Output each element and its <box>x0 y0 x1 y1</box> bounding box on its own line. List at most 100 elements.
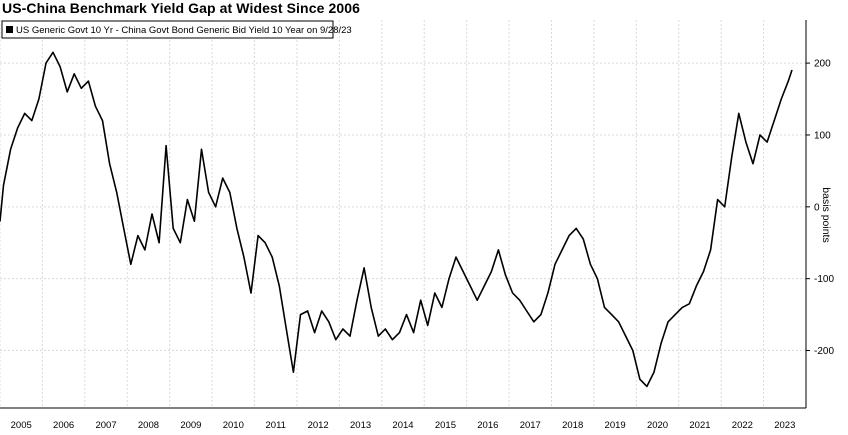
data-point <box>314 332 316 334</box>
data-point <box>476 299 478 301</box>
x-tick-label: 2020 <box>647 420 668 431</box>
data-point <box>773 120 775 122</box>
data-point <box>342 328 344 330</box>
data-point <box>24 112 26 114</box>
data-point <box>724 206 726 208</box>
data-point <box>695 285 698 287</box>
data-point <box>413 332 415 334</box>
data-point <box>391 339 393 341</box>
data-point <box>363 267 365 269</box>
data-point <box>702 270 705 273</box>
data-point <box>618 321 620 323</box>
data-point <box>144 249 146 251</box>
data-point <box>151 213 153 215</box>
data-point <box>278 285 280 287</box>
data-point <box>667 321 669 323</box>
series-line <box>0 51 793 388</box>
data-point <box>101 120 104 122</box>
data-point <box>10 148 12 150</box>
legend-box <box>1 20 334 39</box>
data-point <box>752 163 754 165</box>
data-point <box>377 335 379 337</box>
data-point <box>405 314 408 316</box>
y-axis: 200 100 0 -100 -200 <box>805 20 834 408</box>
data-point <box>646 385 648 387</box>
data-point <box>264 242 266 244</box>
data-point <box>568 235 570 237</box>
data-point <box>285 328 287 330</box>
data-point <box>731 155 733 158</box>
x-tick-label: 2010 <box>223 420 244 431</box>
data-point <box>335 339 337 341</box>
x-tick-label: 2016 <box>477 420 498 431</box>
data-point <box>321 310 323 312</box>
x-tick-label: 2023 <box>774 420 795 431</box>
data-point <box>455 256 457 258</box>
data-point <box>791 69 793 71</box>
data-point <box>193 220 195 222</box>
data-point <box>109 163 111 165</box>
data-point <box>186 199 188 201</box>
data-point <box>80 87 82 89</box>
data-point <box>250 292 252 294</box>
x-tick-label: 2014 <box>392 420 413 431</box>
y-tick-label: 200 <box>814 59 831 70</box>
data-point <box>123 227 125 229</box>
data-point <box>632 349 634 352</box>
data-point <box>575 227 577 229</box>
data-point <box>38 98 40 100</box>
data-point <box>759 134 761 136</box>
data-point <box>639 378 641 380</box>
legend: US Generic Govt 10 Yr - China Govt Bond … <box>1 20 352 39</box>
data-point <box>172 227 174 229</box>
series-layer <box>0 51 793 388</box>
data-point <box>674 314 676 316</box>
data-point <box>441 306 443 308</box>
data-point <box>533 321 535 323</box>
data-point <box>257 235 259 237</box>
data-point <box>299 314 302 316</box>
x-tick-label: 2006 <box>53 420 74 431</box>
x-tick-label: 2008 <box>138 420 159 431</box>
data-point <box>434 292 436 294</box>
data-point <box>497 249 499 251</box>
data-point <box>738 112 740 114</box>
data-point <box>625 335 627 337</box>
x-tick-label: 2015 <box>435 420 456 431</box>
data-point <box>519 299 521 301</box>
x-tick-label: 2007 <box>95 420 116 431</box>
data-point <box>653 371 655 373</box>
data-point <box>717 199 719 201</box>
data-point <box>462 270 464 273</box>
data-point <box>427 324 429 326</box>
data-point <box>766 141 768 143</box>
data-point <box>94 105 96 107</box>
data-point <box>229 191 231 193</box>
data-point <box>179 242 181 244</box>
data-point <box>448 278 450 280</box>
data-point <box>504 274 507 276</box>
legend-swatch <box>6 26 13 33</box>
x-tick-label: 2013 <box>350 420 371 431</box>
data-point <box>200 148 203 150</box>
chart-title: US-China Benchmark Yield Gap at Widest S… <box>2 0 361 16</box>
data-point <box>165 145 167 147</box>
data-point <box>73 73 75 75</box>
data-point <box>208 191 210 193</box>
data-point <box>745 141 747 143</box>
data-point <box>2 184 5 186</box>
data-point <box>356 299 358 301</box>
y-tick-label: 100 <box>814 130 831 141</box>
data-point <box>420 299 422 301</box>
x-axis: 2005 2006 2007 2008 2009 2010 2011 2012 2013 2014… <box>0 407 806 431</box>
x-tick-label: 2021 <box>689 420 710 431</box>
data-point <box>243 256 245 258</box>
data-point <box>307 310 309 312</box>
data-point <box>490 270 492 273</box>
data-point <box>59 66 61 68</box>
data-point <box>158 242 160 244</box>
data-point <box>130 263 132 265</box>
data-point <box>547 292 549 294</box>
data-point <box>137 235 139 237</box>
